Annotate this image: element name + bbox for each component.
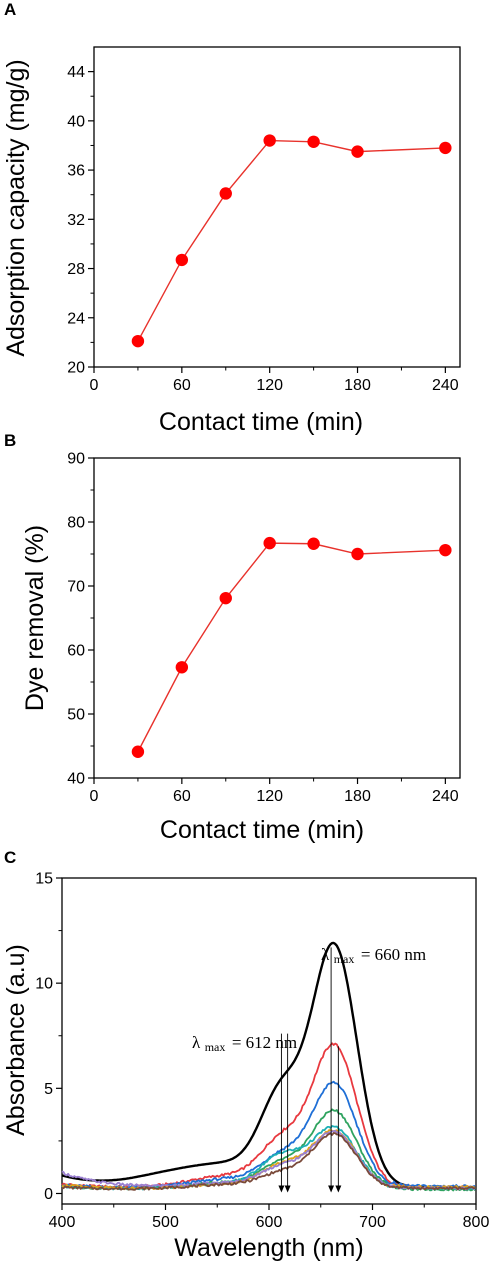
data-point xyxy=(219,591,232,605)
panel-c-x-ticks: 400 500 600 700 800 xyxy=(49,1204,490,1231)
data-point xyxy=(131,745,145,758)
panel-a-y-ticks: 20 24 28 32 36 40 44 xyxy=(67,64,94,377)
y-tick-label: 80 xyxy=(67,515,85,532)
x-tick-label: 60 xyxy=(173,377,191,394)
data-point xyxy=(175,661,189,674)
x-tick-label: 500 xyxy=(152,1214,179,1231)
x-tick-label: 120 xyxy=(256,377,283,394)
panel-b-label: B xyxy=(4,431,16,450)
y-tick-label: 60 xyxy=(67,643,85,660)
panel-c-y-ticks: 0 5 10 15 xyxy=(35,871,62,1203)
y-tick-label: 44 xyxy=(67,64,85,81)
y-tick-label: 0 xyxy=(44,1186,53,1203)
data-point xyxy=(307,537,320,550)
x-tick-label: 700 xyxy=(359,1214,386,1231)
x-tick-label: 800 xyxy=(463,1214,490,1231)
panel-a-plot-frame xyxy=(93,46,461,368)
peak-arrow-head xyxy=(284,1185,291,1193)
series-line xyxy=(137,139,446,342)
x-tick-label: 600 xyxy=(256,1214,283,1231)
y-tick-label: 36 xyxy=(67,163,85,180)
panel-a-series xyxy=(131,134,452,348)
panel-c-annotation-660: λ max = 660 nm xyxy=(321,945,426,967)
y-tick-label: 10 xyxy=(35,976,53,993)
y-tick-label: 90 xyxy=(67,451,85,468)
data-point xyxy=(263,134,276,147)
absorbance-spectrum-line xyxy=(61,1042,476,1190)
data-point xyxy=(175,253,189,267)
y-tick-label: 40 xyxy=(67,771,85,788)
y-tick-label: 24 xyxy=(67,310,85,327)
x-tick-label: 0 xyxy=(90,377,99,394)
data-point xyxy=(131,334,145,348)
x-tick-label: 120 xyxy=(256,788,283,805)
panel-c-peak-arrows xyxy=(278,947,342,1193)
panel-b-series xyxy=(131,536,452,758)
absorbance-spectrum-line xyxy=(61,1132,475,1191)
series-line xyxy=(137,542,446,753)
lambda-max-660-label: λ max = 660 nm xyxy=(321,945,426,967)
y-tick-label: 15 xyxy=(35,871,53,888)
panel-c-annotation-612: λ max = 612 nm xyxy=(192,1033,297,1055)
panel-a-x-axis-title: Contact time (min) xyxy=(159,408,363,436)
y-tick-label: 20 xyxy=(67,360,85,377)
data-point xyxy=(351,547,364,561)
panel-c-spectra xyxy=(61,941,476,1192)
y-tick-label: 32 xyxy=(67,212,85,229)
peak-arrow-head xyxy=(328,1185,335,1193)
panel-a-x-ticks: 0 60 120 180 240 xyxy=(90,367,459,394)
panel-a-adsorption-chart: A 0 60 120 180 240 20 24 28 32 36 40 44 Contact ti… xyxy=(2,0,461,436)
panel-c-label: C xyxy=(4,848,16,867)
lambda-max-612-label: λ max = 612 nm xyxy=(192,1033,297,1055)
x-tick-label: 180 xyxy=(344,788,371,805)
data-point xyxy=(307,135,320,148)
y-tick-label: 28 xyxy=(67,261,85,278)
x-tick-label: 60 xyxy=(173,788,191,805)
x-tick-label: 0 xyxy=(90,788,99,805)
panel-a-y-axis-title: Adsorption capacity (mg/g) xyxy=(2,59,30,356)
panel-b-x-axis-title: Contact time (min) xyxy=(160,816,364,844)
data-point xyxy=(351,145,364,158)
peak-arrow-head xyxy=(278,1185,285,1193)
y-tick-label: 50 xyxy=(67,707,85,724)
panel-b-x-ticks: 0 60 120 180 240 xyxy=(90,778,459,805)
y-tick-label: 70 xyxy=(67,579,85,596)
y-tick-label: 40 xyxy=(67,113,85,130)
absorbance-spectrum-line xyxy=(62,1080,476,1190)
panel-c-y-axis-title: Absorbance (a.u) xyxy=(2,944,30,1136)
y-tick-label: 5 xyxy=(44,1081,53,1098)
panel-b-y-axis-title: Dye removal (%) xyxy=(21,525,49,711)
peak-arrow-head xyxy=(335,1185,342,1193)
absorbance-spectrum-line xyxy=(61,941,475,1189)
data-point xyxy=(219,187,232,200)
data-point xyxy=(439,543,452,557)
x-tick-label: 240 xyxy=(432,788,459,805)
panel-c-x-axis-title: Wavelength (nm) xyxy=(174,1234,363,1262)
panel-b-y-ticks: 40 50 60 70 80 90 xyxy=(67,451,94,788)
x-tick-label: 240 xyxy=(432,377,459,394)
x-tick-label: 400 xyxy=(49,1214,76,1231)
data-point xyxy=(263,536,276,550)
x-tick-label: 180 xyxy=(344,377,371,394)
panel-a-label: A xyxy=(4,0,16,19)
panel-b-dye-removal-chart: B 0 60 120 180 240 40 50 60 70 80 90 Contact time… xyxy=(4,431,461,844)
data-point xyxy=(439,141,452,155)
